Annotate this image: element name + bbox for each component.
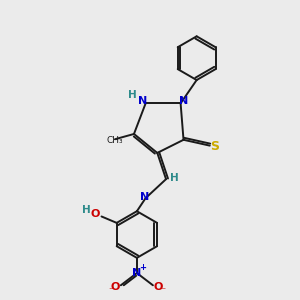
Text: N: N [140, 192, 149, 202]
Text: ⁻: ⁻ [160, 287, 166, 297]
Text: O: O [111, 282, 120, 292]
Text: H: H [170, 173, 179, 183]
Text: H: H [82, 205, 91, 215]
Text: N: N [132, 268, 142, 278]
Text: H: H [128, 90, 137, 100]
Text: N: N [138, 96, 147, 106]
Text: CH₃: CH₃ [107, 136, 124, 145]
Text: ⁻: ⁻ [108, 287, 113, 297]
Text: O: O [90, 209, 100, 219]
Text: S: S [211, 140, 220, 153]
Text: +: + [139, 263, 146, 272]
Text: N: N [179, 96, 188, 106]
Text: O: O [154, 282, 163, 292]
